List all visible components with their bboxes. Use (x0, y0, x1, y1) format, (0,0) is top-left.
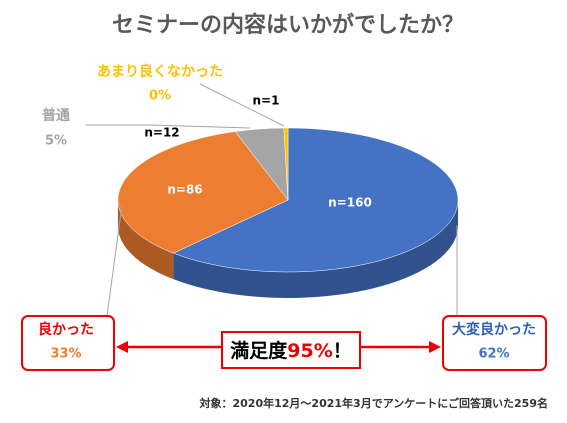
value-label: 33% (50, 347, 81, 362)
category-label: 普通 (42, 107, 70, 124)
label-box (442, 315, 547, 371)
slice (117, 131, 289, 254)
chart-title: セミナーの内容はいかがでしたか？ (112, 12, 464, 38)
leader-line (199, 83, 285, 127)
slice (172, 127, 459, 273)
label-box (21, 315, 115, 371)
satisfaction-box (221, 331, 361, 369)
satisfaction: 満足度95%！ (230, 339, 352, 362)
category-label: 良かった (38, 321, 94, 338)
slice-side (173, 200, 458, 298)
category-label: 大変良かった (452, 321, 536, 338)
satisfaction-value: 95% (287, 340, 332, 362)
category-label: あまり良くなかった (97, 63, 223, 80)
count-label: n=160 (328, 196, 372, 210)
footnote: 対象：2020年12月～2021年3月でアンケートにご回答頂いた259名 (199, 396, 549, 410)
satisfaction-suffix: ！ (333, 340, 352, 362)
leader-line (106, 204, 123, 317)
value-label: 0% (149, 89, 171, 104)
slice (283, 127, 289, 201)
value-label: 5% (45, 134, 67, 149)
arrow-head (429, 341, 441, 353)
count-label: n=86 (167, 183, 202, 197)
arrow-head (116, 341, 128, 353)
count-label: n=12 (144, 126, 179, 140)
value-label: 62% (478, 347, 509, 362)
count-label: n=1 (253, 94, 280, 108)
satisfaction-label: 満足度 (230, 339, 288, 362)
leader-line (85, 124, 251, 129)
